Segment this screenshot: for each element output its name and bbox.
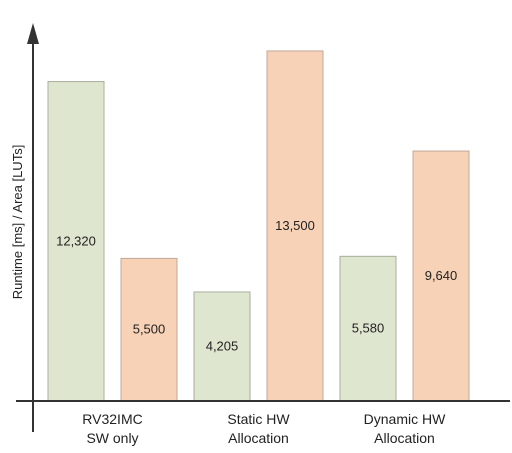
category-labels-group: RV32IMC SW only Static HW Allocation Dynamic… (82, 411, 446, 446)
bar-value-label-2-0: 5,580 (352, 321, 385, 336)
bar-0-1 (120, 257, 178, 402)
y-axis-arrow-icon (27, 23, 39, 44)
bar-1-0 (193, 291, 251, 402)
bars-group (47, 50, 470, 402)
bar-value-label-0-1: 5,500 (133, 322, 166, 337)
bar-value-label-1-0: 4,205 (206, 338, 239, 353)
bar-value-label-2-1: 9,640 (425, 268, 458, 283)
bar-0-0 (47, 81, 105, 402)
category-label-2-line-1: Allocation (374, 430, 435, 446)
bar-value-label-0-0: 12,320 (56, 233, 96, 248)
category-label-1-line-0: Static HW (227, 411, 290, 427)
category-label-0-line-0: RV32IMC (82, 411, 142, 427)
bar-1-1 (266, 50, 324, 402)
category-label-2-line-0: Dynamic HW (364, 411, 446, 427)
category-label-1-line-1: Allocation (228, 430, 289, 446)
bar-2-0 (339, 255, 397, 402)
bar-labels-group: 12,320 5,500 4,205 13,500 5,580 9,640 (56, 218, 457, 354)
y-axis-title: Runtime [ms] / Area [LUTs] (10, 145, 25, 300)
bar-value-label-1-1: 13,500 (275, 218, 315, 233)
category-label-0-line-1: SW only (86, 430, 138, 446)
bar-2-1 (412, 150, 470, 402)
